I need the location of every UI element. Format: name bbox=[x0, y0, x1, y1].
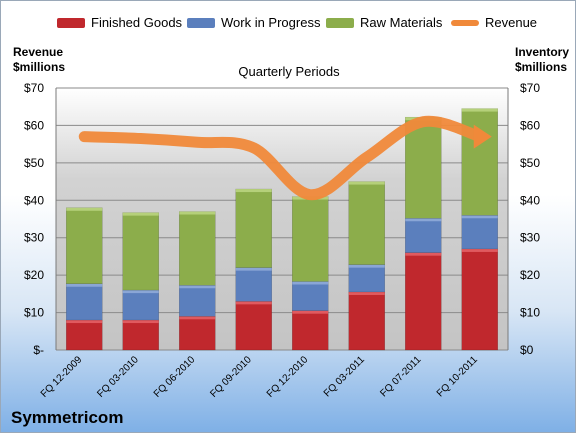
legend-swatch-raw-materials bbox=[326, 17, 354, 28]
legend: Finished Goods Work in Progress Raw Mate… bbox=[1, 13, 575, 33]
bar-finished-goods bbox=[122, 319, 159, 351]
bar-finished-goods bbox=[235, 301, 272, 351]
chart-subtitle: Quarterly Periods bbox=[238, 64, 340, 79]
legend-label-raw-materials: Raw Materials bbox=[360, 15, 443, 30]
bar-work-in-progress bbox=[66, 283, 103, 321]
bar-raw-materials bbox=[348, 181, 385, 265]
y-right-tick-label: $50 bbox=[520, 156, 540, 170]
legend-swatch-work-in-progress bbox=[187, 17, 215, 28]
revenue-line bbox=[78, 115, 486, 201]
left-axis-title-line1: Revenue bbox=[13, 45, 64, 59]
x-tick-label: FQ 06-2010 bbox=[152, 354, 198, 400]
y-right-tick-label: $30 bbox=[520, 231, 540, 245]
legend-swatch-revenue bbox=[451, 19, 479, 26]
legend-label-work-in-progress: Work in Progress bbox=[221, 15, 321, 30]
x-tick-label: FQ 12-2010 bbox=[265, 354, 311, 400]
legend-item-raw-materials: Raw Materials bbox=[326, 15, 442, 30]
y-right-tick-label: $40 bbox=[520, 193, 540, 207]
y-left-tick-label: $- bbox=[33, 343, 44, 357]
right-axis-title-line2: $millions bbox=[515, 60, 568, 74]
bar-raw-materials bbox=[461, 108, 498, 216]
bar-finished-goods-highlight bbox=[179, 316, 216, 320]
bar-finished-goods bbox=[179, 316, 216, 351]
x-tick-label: FQ 12-2009 bbox=[39, 354, 85, 400]
bar-finished-goods-highlight bbox=[292, 310, 329, 314]
bar-work-in-progress bbox=[292, 281, 329, 311]
bar-finished-goods bbox=[405, 252, 442, 351]
x-tick-label: FQ 07-2011 bbox=[378, 354, 423, 399]
legend-item-work-in-progress: Work in Progress bbox=[187, 15, 320, 30]
bar-finished-goods bbox=[66, 319, 103, 351]
bar-raw-materials-highlight bbox=[461, 108, 498, 112]
bar-work-in-progress bbox=[461, 215, 498, 250]
bar-finished-goods-highlight bbox=[461, 248, 498, 252]
legend-swatch-finished-goods bbox=[57, 17, 85, 28]
bar-work-in-progress bbox=[122, 289, 159, 321]
y-left-tick-label: $10 bbox=[24, 306, 44, 320]
bar-work-in-progress bbox=[235, 267, 272, 302]
bar-raw-materials-highlight bbox=[235, 189, 272, 193]
bar-finished-goods-highlight bbox=[348, 291, 385, 295]
y-left-tick-label: $40 bbox=[24, 193, 44, 207]
bar-raw-materials bbox=[405, 116, 442, 219]
right-axis-title-line1: Inventory bbox=[515, 45, 570, 59]
legend-item-finished-goods: Finished Goods bbox=[57, 15, 182, 30]
x-tick-label: FQ 03-2010 bbox=[95, 354, 141, 400]
legend-label-revenue: Revenue bbox=[485, 15, 538, 30]
bar-work-in-progress-highlight bbox=[122, 290, 159, 294]
bar-raw-materials bbox=[66, 207, 103, 285]
bar-finished-goods-highlight bbox=[405, 252, 442, 256]
bar-work-in-progress-highlight bbox=[405, 218, 442, 222]
bar-finished-goods-highlight bbox=[122, 320, 159, 324]
y-left-tick-label: $50 bbox=[24, 156, 44, 170]
bar-finished-goods bbox=[348, 291, 385, 351]
legend-label-finished-goods: Finished Goods bbox=[91, 15, 183, 30]
left-axis-title-line2: $millions bbox=[13, 60, 66, 74]
bar-work-in-progress-highlight bbox=[461, 215, 498, 219]
bar-finished-goods bbox=[461, 248, 498, 351]
y-right-tick-label: $60 bbox=[520, 118, 540, 132]
company-name: Symmetricom bbox=[11, 408, 124, 427]
bar-raw-materials-highlight bbox=[179, 211, 216, 215]
bar-raw-materials-highlight bbox=[122, 212, 159, 216]
revenue-arrowhead bbox=[473, 124, 492, 149]
bar-work-in-progress bbox=[179, 284, 216, 317]
bar-finished-goods-highlight bbox=[66, 320, 103, 324]
y-right-tick-label: $0 bbox=[520, 343, 534, 357]
bar-work-in-progress-highlight bbox=[179, 285, 216, 289]
bar-raw-materials-highlight bbox=[348, 181, 385, 185]
x-tick-label: FQ 09-2010 bbox=[208, 354, 254, 400]
right-axis-title: Inventory $millions bbox=[515, 45, 569, 75]
y-left-tick-label: $60 bbox=[24, 118, 44, 132]
y-left-tick-label: $20 bbox=[24, 268, 44, 282]
y-right-tick-label: $70 bbox=[520, 81, 540, 95]
bar-work-in-progress-highlight bbox=[235, 267, 272, 271]
legend-item-revenue: Revenue bbox=[451, 15, 537, 30]
y-left-tick-label: $30 bbox=[24, 231, 44, 245]
bar-work-in-progress-highlight bbox=[348, 264, 385, 268]
x-tick-label: FQ 03-2011 bbox=[322, 354, 367, 399]
left-axis-title: Revenue $millions bbox=[13, 45, 65, 75]
bar-raw-materials bbox=[122, 212, 159, 291]
bar-finished-goods bbox=[292, 310, 329, 351]
bar-raw-materials bbox=[235, 188, 272, 268]
y-right-tick-label: $10 bbox=[520, 306, 540, 320]
bar-raw-materials-highlight bbox=[66, 207, 103, 211]
y-left-tick-label: $70 bbox=[24, 81, 44, 95]
bar-work-in-progress-highlight bbox=[292, 281, 329, 285]
bar-raw-materials bbox=[292, 196, 329, 282]
bar-work-in-progress bbox=[348, 264, 385, 293]
bar-work-in-progress-highlight bbox=[66, 283, 103, 287]
bar-work-in-progress bbox=[405, 218, 442, 253]
bar-raw-materials bbox=[179, 211, 216, 286]
bar-finished-goods-highlight bbox=[235, 301, 272, 305]
y-right-tick-label: $20 bbox=[520, 268, 540, 282]
x-tick-label: FQ 10-2011 bbox=[435, 354, 480, 399]
